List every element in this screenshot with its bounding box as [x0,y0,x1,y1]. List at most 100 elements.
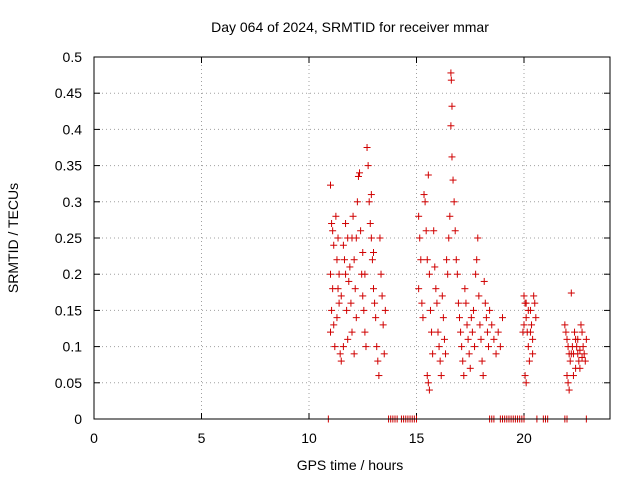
data-point [461,285,469,293]
data-point [440,335,448,343]
data-point [522,314,530,322]
data-point [435,343,443,351]
data-point [348,328,356,336]
data-point [371,299,379,307]
data-point [447,76,455,84]
data-point [481,299,489,307]
data-point [340,256,348,264]
data-point [426,306,434,314]
data-point [342,270,350,278]
y-tick-label: 0.45 [55,85,82,101]
data-point [430,227,438,235]
data-point [416,234,424,242]
data-point [475,292,483,300]
data-point [339,241,347,249]
data-point [567,289,575,297]
data-point [564,379,572,387]
data-point [431,263,439,271]
data-point [329,227,337,235]
data-point [423,372,431,380]
data-point [346,263,354,271]
data-point [562,328,570,336]
data-point [367,234,375,242]
data-point [581,357,589,365]
data-point [464,335,472,343]
data-point [578,328,586,336]
data-point [375,372,383,380]
data-point [575,357,583,365]
data-point [353,198,361,206]
data-point [423,256,431,264]
data-point [335,299,343,307]
data-point [448,153,456,161]
data-point [580,350,588,358]
data-point [479,372,487,380]
data-point [363,144,371,151]
data-point [364,162,372,170]
data-point [352,314,360,322]
data-point [582,335,590,343]
y-tick-label: 0.4 [63,121,83,137]
data-point [579,343,587,351]
data-point [486,306,494,314]
data-point [561,321,569,329]
data-point [433,299,441,307]
data-point [447,69,455,77]
data-point [483,328,491,336]
data-point [372,314,380,322]
data-point [361,328,369,336]
data-point [374,357,382,365]
data-point [468,328,476,336]
data-point [532,314,540,322]
data-point [529,335,537,343]
data-point [349,212,357,220]
data-point [379,321,387,329]
data-point [425,270,433,278]
data-point [331,343,339,351]
data-point [466,364,474,372]
data-point [359,248,367,256]
data-point [578,353,586,361]
data-point [337,357,345,365]
data-point [339,343,347,351]
data-point [356,169,364,177]
data-point [482,314,490,322]
data-point [370,248,377,256]
data-point [443,256,451,264]
data-point [357,227,365,235]
data-point [424,171,432,179]
data-point [521,372,529,380]
data-point [425,386,433,394]
data-point [434,328,442,336]
data-point [378,292,386,300]
data-point [519,328,527,336]
data-point [415,285,423,293]
data-point [494,328,502,336]
data-point [530,292,538,300]
data-point [330,321,338,329]
data-point [450,198,458,206]
data-point [571,328,579,336]
data-point [442,350,450,358]
data-point [351,285,359,293]
data-point [456,314,463,322]
x-tick-label: 20 [516,430,532,446]
data-point [569,372,577,380]
data-point [531,299,539,307]
data-point [469,306,477,314]
data-point [566,357,574,365]
data-points [324,69,590,423]
data-point [428,328,436,336]
data-point [437,372,445,380]
data-point [451,227,459,235]
y-tick-label: 0.35 [55,158,82,174]
data-point [473,256,481,264]
data-point [429,350,437,358]
data-point [333,314,341,322]
data-point [576,346,584,354]
data-point [420,191,428,199]
data-point [415,212,423,220]
data-point [529,350,537,358]
data-point [492,350,500,358]
data-point [465,350,473,358]
